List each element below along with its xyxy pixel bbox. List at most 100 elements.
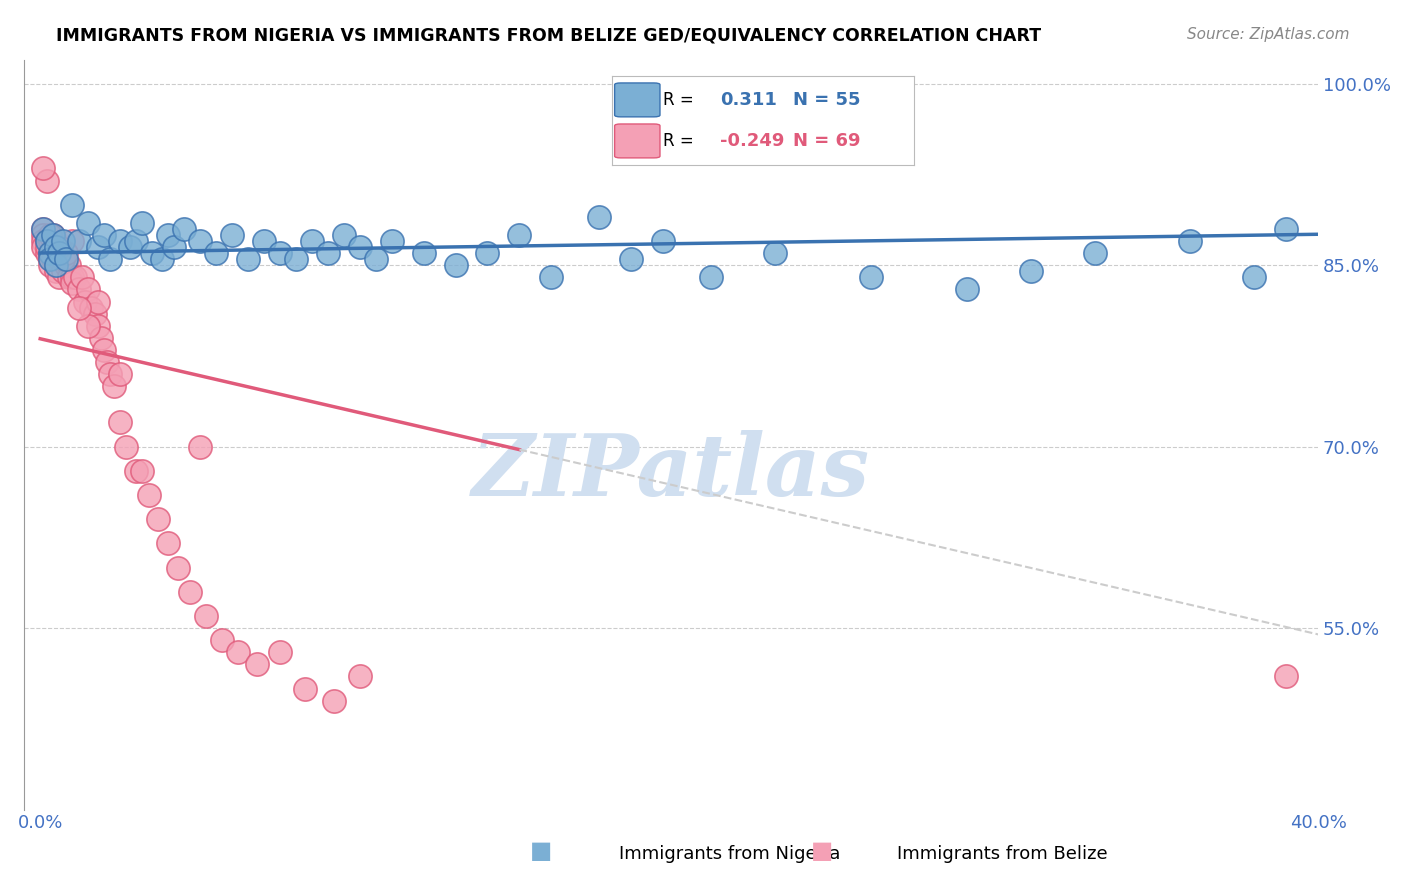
Point	[412, 246, 434, 260]
Point	[226, 645, 249, 659]
Point	[108, 367, 131, 381]
Point	[38, 246, 60, 260]
Point	[38, 252, 60, 267]
Text: Immigrants from Nigeria: Immigrants from Nigeria	[619, 846, 839, 863]
Point	[42, 227, 65, 242]
Point	[77, 216, 100, 230]
FancyBboxPatch shape	[614, 124, 659, 158]
Point	[70, 270, 93, 285]
Point	[32, 234, 55, 248]
Text: N = 69: N = 69	[793, 132, 860, 150]
Point	[55, 246, 77, 260]
Text: ■: ■	[811, 839, 834, 863]
Point	[508, 227, 530, 242]
Point	[138, 488, 160, 502]
Point	[48, 270, 70, 285]
Point	[86, 318, 108, 333]
Point	[1275, 669, 1298, 683]
Point	[269, 645, 291, 659]
Text: ZIPatlas: ZIPatlas	[472, 430, 870, 514]
Point	[652, 234, 675, 248]
Point	[52, 252, 75, 267]
Point	[1243, 270, 1265, 285]
Point	[1180, 234, 1202, 248]
Point	[96, 355, 118, 369]
Point	[131, 216, 153, 230]
Point	[246, 657, 269, 672]
Point	[859, 270, 882, 285]
Point	[100, 367, 122, 381]
Point	[103, 379, 125, 393]
Point	[316, 246, 339, 260]
Point	[294, 681, 316, 696]
Point	[173, 222, 195, 236]
Point	[323, 694, 346, 708]
Text: -0.249: -0.249	[720, 132, 785, 150]
Point	[163, 240, 186, 254]
Text: IMMIGRANTS FROM NIGERIA VS IMMIGRANTS FROM BELIZE GED/EQUIVALENCY CORRELATION CH: IMMIGRANTS FROM NIGERIA VS IMMIGRANTS FR…	[56, 27, 1042, 45]
Point	[38, 246, 60, 260]
Point	[77, 282, 100, 296]
Point	[73, 294, 96, 309]
Point	[35, 246, 58, 260]
Point	[108, 234, 131, 248]
Point	[125, 234, 148, 248]
Point	[35, 240, 58, 254]
FancyBboxPatch shape	[614, 83, 659, 117]
Point	[35, 234, 58, 248]
Point	[45, 258, 67, 272]
Point	[52, 252, 75, 267]
Point	[35, 173, 58, 187]
Point	[301, 234, 323, 248]
Point	[115, 440, 138, 454]
Point	[150, 252, 173, 267]
Point	[67, 234, 90, 248]
Point	[763, 246, 786, 260]
Text: 0.311: 0.311	[720, 91, 778, 109]
Point	[86, 240, 108, 254]
Text: R =: R =	[664, 91, 693, 109]
Point	[32, 161, 55, 176]
Point	[444, 258, 467, 272]
Point	[48, 240, 70, 254]
Text: Immigrants from Belize: Immigrants from Belize	[897, 846, 1108, 863]
Point	[52, 234, 75, 248]
Point	[620, 252, 643, 267]
Point	[148, 512, 170, 526]
Point	[42, 252, 65, 267]
Point	[253, 234, 276, 248]
Point	[38, 252, 60, 267]
Point	[956, 282, 979, 296]
Point	[108, 416, 131, 430]
Point	[381, 234, 404, 248]
Point	[42, 227, 65, 242]
Point	[156, 536, 179, 550]
Point	[60, 270, 83, 285]
Point	[125, 464, 148, 478]
Text: ■: ■	[530, 839, 553, 863]
Point	[156, 227, 179, 242]
Point	[540, 270, 562, 285]
Point	[55, 252, 77, 267]
Point	[45, 258, 67, 272]
Point	[67, 301, 90, 315]
Point	[221, 227, 243, 242]
Point	[86, 294, 108, 309]
Point	[55, 258, 77, 272]
Point	[48, 246, 70, 260]
Point	[332, 227, 354, 242]
Point	[60, 234, 83, 248]
Point	[45, 234, 67, 248]
Point	[364, 252, 387, 267]
Point	[67, 282, 90, 296]
Point	[141, 246, 163, 260]
Point	[1275, 222, 1298, 236]
Text: Source: ZipAtlas.com: Source: ZipAtlas.com	[1187, 27, 1350, 42]
Point	[93, 343, 115, 357]
Point	[32, 222, 55, 236]
Point	[65, 270, 87, 285]
Point	[38, 227, 60, 242]
Point	[35, 234, 58, 248]
Point	[60, 277, 83, 291]
Point	[349, 240, 371, 254]
